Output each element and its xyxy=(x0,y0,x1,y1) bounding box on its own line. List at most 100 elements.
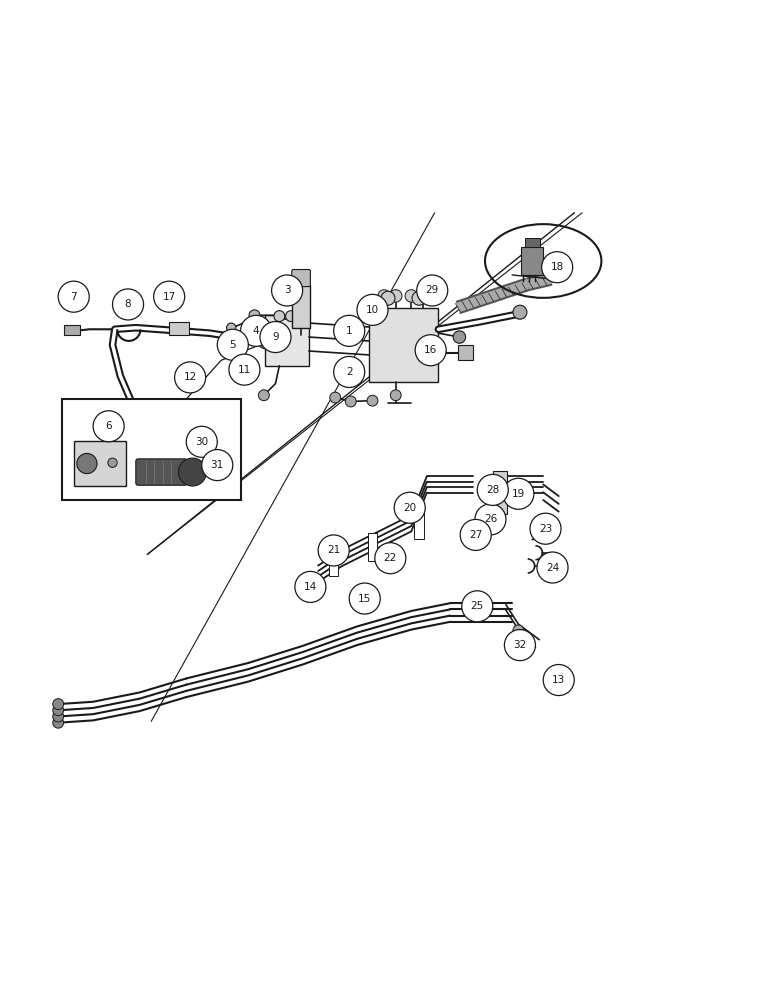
Circle shape xyxy=(258,390,269,401)
Text: 22: 22 xyxy=(383,553,397,563)
Circle shape xyxy=(349,583,380,614)
Text: 11: 11 xyxy=(237,365,251,375)
Circle shape xyxy=(462,591,493,622)
Circle shape xyxy=(53,699,64,710)
Text: 29: 29 xyxy=(425,285,439,295)
Circle shape xyxy=(381,291,395,305)
Text: 5: 5 xyxy=(230,340,236,350)
FancyBboxPatch shape xyxy=(74,441,126,486)
Circle shape xyxy=(286,311,296,322)
FancyBboxPatch shape xyxy=(525,238,540,247)
Circle shape xyxy=(175,362,206,393)
Text: 21: 21 xyxy=(327,545,341,555)
FancyBboxPatch shape xyxy=(414,511,424,539)
Circle shape xyxy=(503,478,534,509)
Circle shape xyxy=(186,426,217,457)
Text: 2: 2 xyxy=(346,367,352,377)
Circle shape xyxy=(53,717,64,728)
FancyBboxPatch shape xyxy=(368,533,377,561)
Text: 16: 16 xyxy=(424,345,438,355)
Text: 8: 8 xyxy=(125,299,131,309)
Text: 23: 23 xyxy=(539,524,553,534)
Text: 32: 32 xyxy=(513,640,527,650)
Circle shape xyxy=(260,322,291,353)
Text: 27: 27 xyxy=(469,530,483,540)
Text: 26: 26 xyxy=(483,514,497,524)
Circle shape xyxy=(227,323,236,332)
Circle shape xyxy=(334,356,365,387)
Circle shape xyxy=(258,333,273,349)
Text: 7: 7 xyxy=(71,292,77,302)
Circle shape xyxy=(93,411,124,442)
Circle shape xyxy=(390,290,402,302)
FancyBboxPatch shape xyxy=(169,322,189,335)
Circle shape xyxy=(530,513,561,544)
Circle shape xyxy=(460,519,491,550)
Circle shape xyxy=(394,492,425,523)
Circle shape xyxy=(241,315,272,346)
Circle shape xyxy=(274,311,285,322)
Circle shape xyxy=(405,290,417,302)
Text: 4: 4 xyxy=(253,326,259,336)
Text: 30: 30 xyxy=(196,437,208,447)
Circle shape xyxy=(345,396,356,407)
Circle shape xyxy=(475,504,506,535)
FancyBboxPatch shape xyxy=(521,247,543,275)
Circle shape xyxy=(318,535,349,566)
Circle shape xyxy=(378,290,390,302)
Circle shape xyxy=(375,543,406,574)
Text: 12: 12 xyxy=(183,372,197,382)
Text: 9: 9 xyxy=(272,332,279,342)
Circle shape xyxy=(417,290,429,302)
Text: 3: 3 xyxy=(284,285,290,295)
Circle shape xyxy=(417,275,448,306)
Circle shape xyxy=(516,637,527,648)
Circle shape xyxy=(412,291,426,305)
Circle shape xyxy=(108,458,117,467)
Text: 17: 17 xyxy=(162,292,176,302)
Circle shape xyxy=(504,630,535,661)
Circle shape xyxy=(202,450,233,481)
Circle shape xyxy=(217,329,248,360)
Circle shape xyxy=(357,294,388,325)
Text: 6: 6 xyxy=(106,421,112,431)
Circle shape xyxy=(537,552,568,583)
Circle shape xyxy=(58,281,89,312)
Text: 24: 24 xyxy=(546,563,559,573)
FancyBboxPatch shape xyxy=(329,548,338,576)
Circle shape xyxy=(367,395,378,406)
Circle shape xyxy=(334,315,365,346)
Circle shape xyxy=(297,311,308,322)
Circle shape xyxy=(53,705,64,716)
Circle shape xyxy=(53,711,64,722)
Circle shape xyxy=(390,390,401,401)
Circle shape xyxy=(154,281,185,312)
Circle shape xyxy=(295,571,326,602)
Circle shape xyxy=(249,310,260,321)
Text: 20: 20 xyxy=(404,503,416,513)
FancyBboxPatch shape xyxy=(62,399,241,500)
FancyBboxPatch shape xyxy=(265,315,309,366)
Text: 1: 1 xyxy=(346,326,352,336)
Text: 15: 15 xyxy=(358,594,372,604)
Circle shape xyxy=(330,392,341,403)
FancyBboxPatch shape xyxy=(493,471,507,514)
FancyBboxPatch shape xyxy=(458,345,473,360)
Circle shape xyxy=(513,625,524,636)
Circle shape xyxy=(113,289,144,320)
Circle shape xyxy=(542,252,573,283)
Circle shape xyxy=(477,474,508,505)
Text: 18: 18 xyxy=(550,262,564,272)
Text: 31: 31 xyxy=(210,460,224,470)
Circle shape xyxy=(229,354,260,385)
Text: 19: 19 xyxy=(511,489,525,499)
Circle shape xyxy=(415,335,446,366)
FancyBboxPatch shape xyxy=(64,325,80,335)
FancyBboxPatch shape xyxy=(369,308,438,382)
Text: 14: 14 xyxy=(303,582,317,592)
FancyBboxPatch shape xyxy=(292,270,310,287)
Text: 25: 25 xyxy=(470,601,484,611)
Text: 28: 28 xyxy=(486,485,500,495)
Circle shape xyxy=(543,665,574,696)
Circle shape xyxy=(77,453,97,474)
